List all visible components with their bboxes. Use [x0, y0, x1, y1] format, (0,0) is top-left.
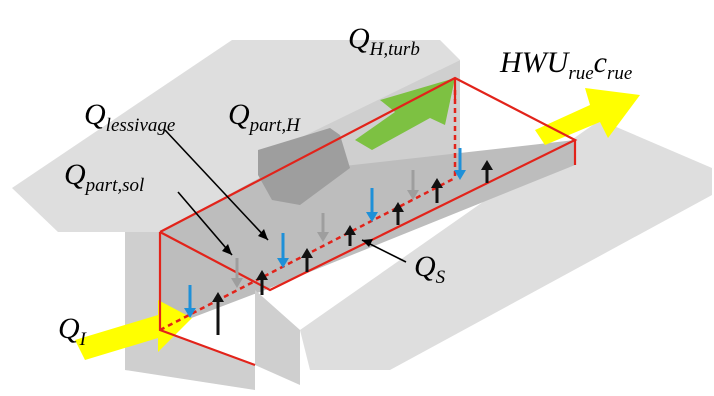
turbulent-flux-arrow: [355, 78, 455, 150]
pointer-part-sol: [177, 191, 233, 256]
label-hwu: HWUruecrue: [499, 46, 632, 84]
pointer-lessivage: [164, 129, 269, 241]
outflow-arrow: [535, 88, 640, 145]
deposition-down-arrow-2: [231, 258, 243, 288]
rain-down-arrow-12: [454, 148, 466, 180]
rain-down-arrow-4: [277, 233, 289, 268]
deposition-down-arrow-6: [317, 213, 329, 242]
source-up-arrow-1: [212, 292, 224, 335]
label-q-i: QI: [58, 312, 88, 350]
source-up-arrow-3: [256, 270, 268, 295]
small-flux-arrows: [184, 148, 493, 335]
label-q-s: QS: [414, 250, 446, 288]
canyon-floor: [160, 140, 575, 330]
source-up-arrow-13: [481, 160, 493, 183]
ground-right: [300, 120, 712, 370]
label-q-lessivage: Qlessivage: [84, 98, 175, 136]
label-q-h-turb: QH,turb: [348, 22, 420, 60]
pointer-q-s-head: [362, 239, 373, 247]
inflow-arrow: [75, 300, 192, 360]
source-up-arrow-7: [344, 225, 356, 246]
source-up-arrow-9: [392, 202, 404, 225]
source-up-arrow-11: [431, 178, 443, 203]
front-building-near: [255, 290, 300, 385]
label-q-part-h: Qpart,H: [228, 98, 301, 136]
back-building-top: [232, 40, 460, 155]
front-building-face: [125, 232, 255, 390]
label-q-part-sol: Qpart,sol: [64, 158, 144, 196]
rain-down-arrow-8: [366, 188, 378, 222]
pointer-part-sol-head: [222, 244, 232, 255]
rain-down-arrow-0: [184, 285, 196, 318]
pointer-lessivage-head: [258, 229, 268, 240]
deposition-down-arrow-10: [407, 170, 419, 200]
deposition-big-arrow: [258, 128, 350, 205]
source-up-arrow-5: [301, 248, 313, 272]
